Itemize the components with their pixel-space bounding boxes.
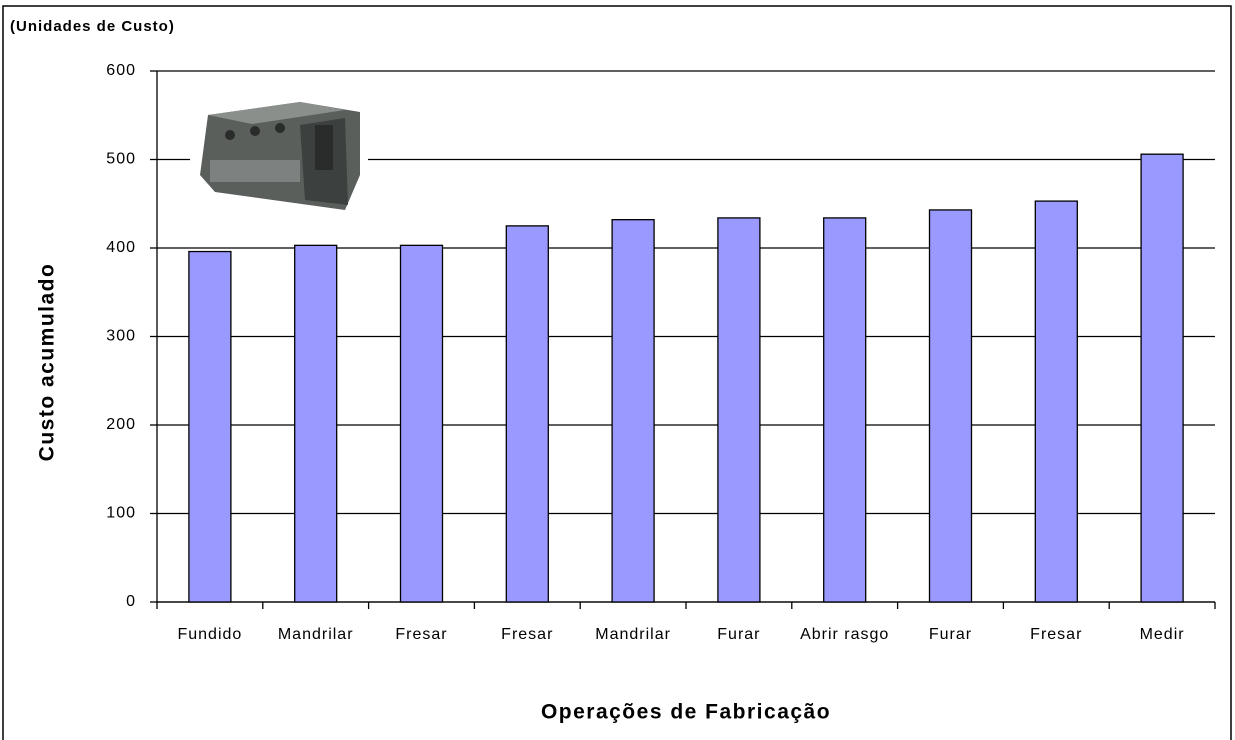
bar bbox=[294, 244, 338, 603]
bar bbox=[1034, 200, 1078, 603]
bar bbox=[505, 225, 549, 603]
frame bbox=[2, 5, 1232, 740]
x-tick-label: Medir bbox=[1139, 626, 1185, 643]
x-tick-label: Fresar bbox=[395, 626, 448, 643]
bar bbox=[611, 219, 655, 603]
y-tick-label: 200 bbox=[106, 416, 136, 433]
bar bbox=[928, 209, 973, 603]
x-tick-label: Fresar bbox=[1030, 626, 1083, 643]
x-axis-label: Operações de Fabricação bbox=[541, 701, 831, 724]
x-tick-label: Fundido bbox=[177, 626, 243, 643]
y-tick-label: 600 bbox=[106, 62, 136, 79]
bar bbox=[1140, 153, 1184, 603]
x-tick-label: Mandrilar bbox=[277, 626, 354, 643]
y-tick-label: 100 bbox=[106, 505, 136, 522]
chart-title: (Unidades de Custo) bbox=[10, 18, 175, 35]
y-axis-label: Custo acumulado bbox=[36, 263, 59, 462]
x-tick-label: Fresar bbox=[501, 626, 554, 643]
x-tick-label: Abrir rasgo bbox=[800, 626, 890, 643]
bar bbox=[823, 217, 867, 603]
y-tick-label: 500 bbox=[106, 151, 136, 168]
x-tick-label: Mandrilar bbox=[595, 626, 671, 643]
bar bbox=[188, 250, 232, 603]
x-tick-label: Furar bbox=[717, 626, 761, 643]
x-tick-label: Furar bbox=[928, 626, 973, 643]
bar bbox=[399, 244, 444, 603]
y-tick-label: 0 bbox=[126, 593, 136, 610]
y-tick-label: 300 bbox=[106, 328, 136, 345]
bar bbox=[717, 217, 761, 603]
engine-block-image bbox=[190, 100, 368, 215]
y-tick-label: 400 bbox=[106, 239, 136, 256]
